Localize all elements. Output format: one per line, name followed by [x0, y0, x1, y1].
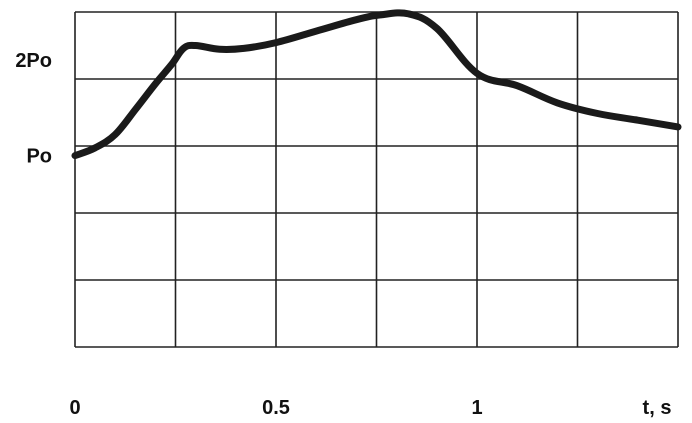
tick-labels: 0 0.5 1 t, s Po 2Po	[15, 50, 671, 419]
grid	[74, 11, 679, 348]
x-tick-label: 1	[471, 397, 482, 419]
series-layer	[71, 9, 682, 160]
y-tick-label: Po	[26, 146, 52, 168]
series-line	[71, 9, 682, 160]
x-axis-label: t, s	[643, 397, 672, 419]
x-tick-label: 0.5	[262, 397, 290, 419]
x-tick-label: 0	[69, 397, 80, 419]
y-tick-label: 2Po	[15, 50, 52, 72]
